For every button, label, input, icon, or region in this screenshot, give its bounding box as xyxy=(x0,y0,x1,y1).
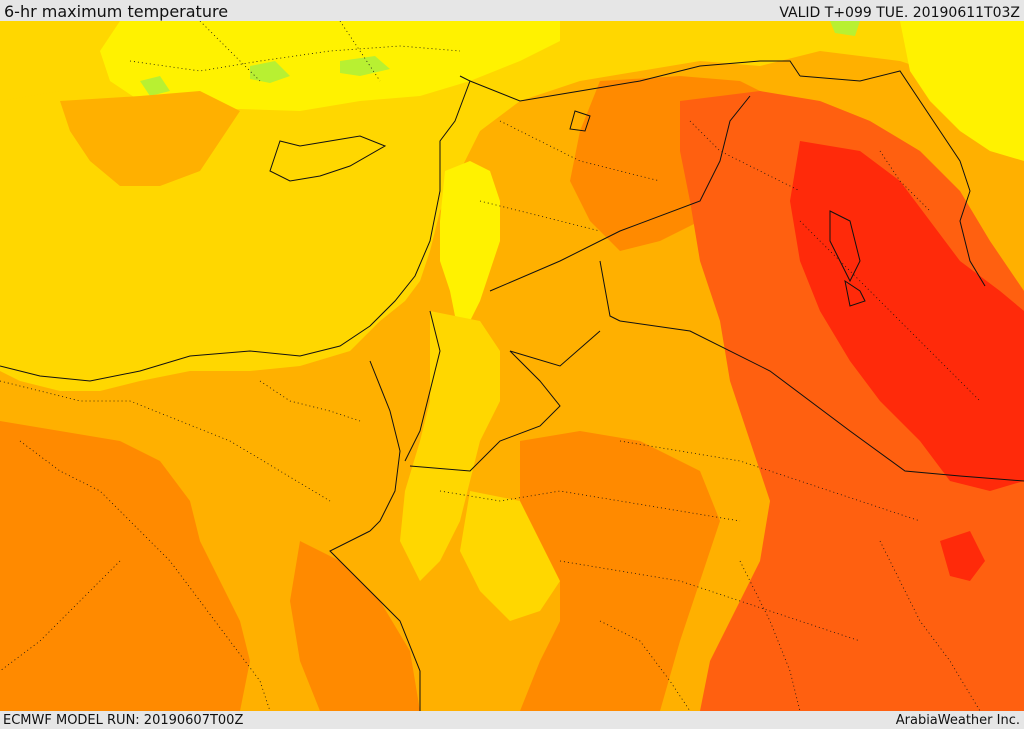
cool-green-patch xyxy=(340,56,390,76)
cool-green-patch xyxy=(830,21,860,36)
credit-label: ArabiaWeather Inc. xyxy=(895,713,1020,728)
country-borders xyxy=(0,60,1024,711)
jordan-yellow xyxy=(400,311,500,581)
valid-time: VALID T+099 TUE. 20190611T03Z xyxy=(779,5,1020,21)
pale-yellow-zone xyxy=(100,21,560,111)
levant-pale-yellow xyxy=(440,161,500,321)
sea-orange-patch xyxy=(60,91,240,186)
hottest-patch xyxy=(940,531,985,581)
model-run-label: ECMWF MODEL RUN: 20190607T00Z xyxy=(3,713,244,728)
arabia-yellow xyxy=(460,491,560,621)
orange-zone-egypt xyxy=(0,421,250,711)
footer-bar: ECMWF MODEL RUN: 20190607T00Z ArabiaWeat… xyxy=(0,711,1024,729)
hottest-zone xyxy=(790,141,1024,491)
header-bar: 6-hr maximum temperature VALID T+099 TUE… xyxy=(0,0,1024,21)
temperature-map xyxy=(0,21,1024,711)
map-title: 6-hr maximum temperature xyxy=(4,2,229,21)
cool-green-patch xyxy=(140,76,170,96)
pale-yellow-zone-ne xyxy=(900,21,1024,161)
cool-green-patch xyxy=(250,61,290,83)
orange-zone-egypt-south xyxy=(290,541,420,711)
province-borders xyxy=(0,21,981,711)
